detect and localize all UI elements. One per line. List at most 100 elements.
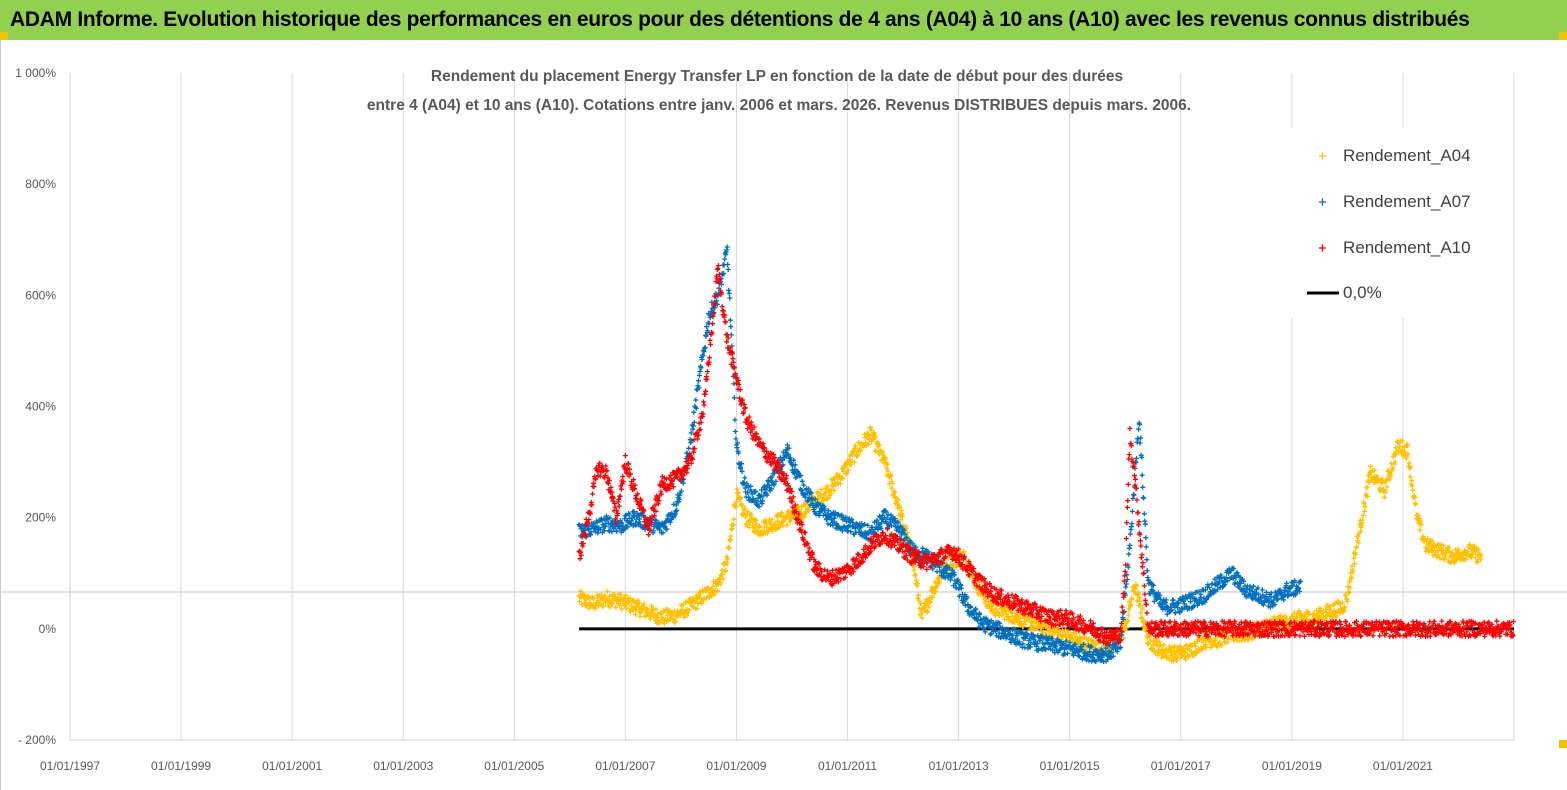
data-point bbox=[971, 566, 977, 571]
data-point bbox=[855, 551, 861, 557]
data-point bbox=[620, 479, 626, 485]
data-point bbox=[1346, 622, 1352, 628]
data-point bbox=[928, 599, 933, 605]
data-point bbox=[913, 577, 919, 583]
scatter-chart: 01/01/1997 01/01/1999 01/01/2001 01/01/2003… bbox=[1, 66, 1567, 773]
data-point bbox=[802, 502, 808, 508]
data-point bbox=[1409, 629, 1415, 635]
data-point bbox=[993, 586, 999, 592]
data-point bbox=[622, 453, 628, 459]
data-point bbox=[651, 528, 656, 534]
data-point bbox=[952, 572, 957, 578]
data-point bbox=[925, 608, 930, 614]
data-point bbox=[1237, 580, 1243, 586]
data-point bbox=[799, 487, 805, 493]
data-point bbox=[609, 529, 615, 535]
data-point bbox=[1412, 495, 1418, 501]
data-point bbox=[833, 510, 838, 516]
data-point bbox=[1169, 607, 1175, 613]
data-point bbox=[875, 526, 881, 532]
data-point bbox=[1393, 445, 1399, 451]
data-point bbox=[732, 429, 738, 434]
data-point bbox=[717, 277, 723, 283]
data-point bbox=[760, 498, 766, 504]
data-point bbox=[897, 504, 903, 509]
data-point bbox=[1129, 521, 1135, 527]
data-point bbox=[961, 549, 967, 555]
data-point bbox=[602, 473, 608, 478]
data-point bbox=[1198, 592, 1204, 597]
data-point bbox=[1247, 620, 1253, 626]
data-point bbox=[1099, 626, 1105, 632]
data-point bbox=[613, 520, 619, 526]
data-point bbox=[1215, 623, 1221, 629]
data-point bbox=[1312, 618, 1318, 624]
data-point bbox=[1420, 632, 1426, 638]
data-point bbox=[1355, 533, 1361, 539]
data-point bbox=[745, 490, 751, 496]
data-series bbox=[576, 244, 1516, 665]
data-point bbox=[786, 445, 792, 451]
data-point bbox=[680, 473, 686, 479]
data-point bbox=[694, 605, 700, 611]
data-point bbox=[702, 344, 708, 350]
data-point bbox=[642, 514, 648, 520]
data-point bbox=[874, 517, 880, 523]
data-point bbox=[822, 506, 828, 512]
data-point bbox=[987, 581, 993, 586]
data-point bbox=[920, 545, 926, 551]
data-point bbox=[712, 300, 718, 306]
data-point bbox=[1125, 481, 1131, 487]
data-point bbox=[673, 502, 679, 508]
data-point bbox=[614, 508, 620, 514]
data-point bbox=[1469, 552, 1475, 558]
data-point bbox=[714, 275, 720, 281]
data-point bbox=[898, 537, 904, 543]
data-point bbox=[1291, 610, 1297, 616]
data-point bbox=[1053, 622, 1059, 628]
data-point bbox=[649, 603, 654, 609]
data-point bbox=[813, 511, 819, 517]
data-point bbox=[919, 615, 925, 621]
data-point bbox=[693, 405, 699, 411]
data-point bbox=[1092, 658, 1098, 664]
data-point bbox=[700, 353, 706, 359]
data-point bbox=[615, 511, 621, 516]
data-point bbox=[739, 461, 745, 467]
data-point bbox=[1218, 643, 1224, 649]
data-point bbox=[601, 528, 607, 534]
data-point bbox=[631, 599, 637, 605]
data-point bbox=[730, 359, 736, 365]
data-point bbox=[764, 524, 770, 530]
data-point bbox=[1314, 608, 1319, 614]
data-point bbox=[1199, 636, 1205, 642]
data-point bbox=[894, 534, 900, 540]
data-point bbox=[1377, 633, 1383, 639]
data-point bbox=[1144, 610, 1150, 616]
data-point bbox=[653, 606, 659, 612]
data-point bbox=[1062, 651, 1068, 657]
data-point bbox=[872, 543, 878, 549]
data-point bbox=[725, 262, 731, 267]
data-point bbox=[700, 411, 706, 417]
data-point bbox=[798, 473, 804, 478]
data-point bbox=[950, 556, 955, 562]
data-point bbox=[771, 452, 776, 458]
data-point bbox=[825, 521, 831, 527]
data-point bbox=[965, 608, 971, 614]
data-point bbox=[705, 585, 711, 591]
data-point bbox=[1251, 583, 1256, 589]
data-point bbox=[851, 459, 857, 465]
data-point bbox=[678, 612, 684, 618]
data-point bbox=[753, 488, 759, 494]
data-point bbox=[583, 597, 589, 603]
data-point bbox=[1006, 595, 1011, 601]
data-point bbox=[865, 522, 871, 528]
data-point bbox=[1114, 627, 1120, 633]
data-point bbox=[754, 521, 760, 527]
data-point bbox=[878, 533, 884, 539]
data-point bbox=[1197, 628, 1203, 634]
data-point bbox=[1022, 621, 1028, 627]
data-point bbox=[1430, 547, 1435, 553]
data-point bbox=[1055, 649, 1061, 655]
